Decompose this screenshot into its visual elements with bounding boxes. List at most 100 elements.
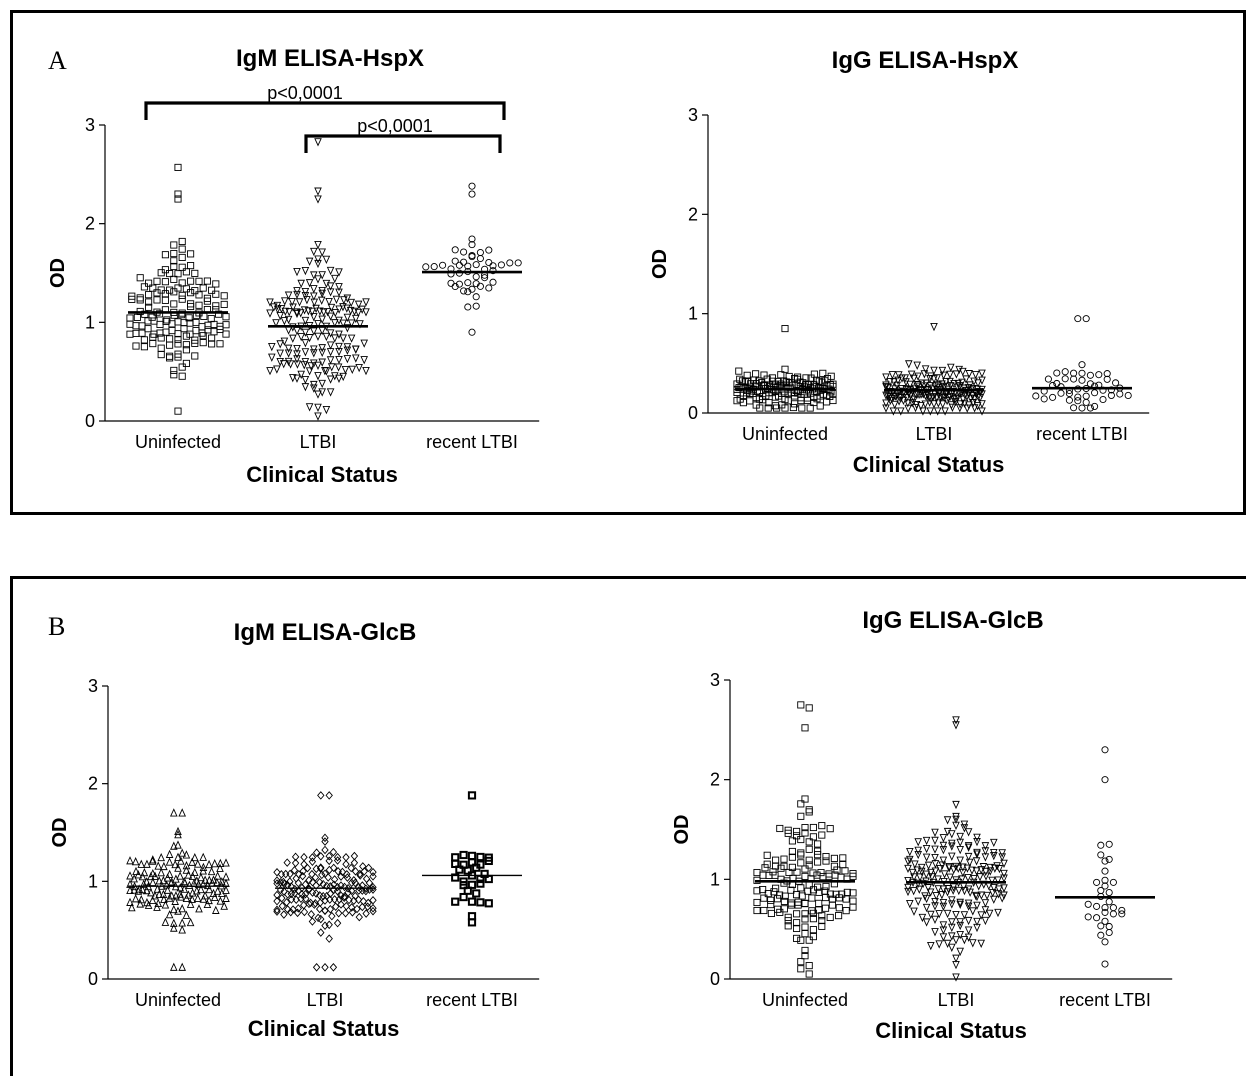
data-point (335, 283, 343, 292)
data-point (190, 867, 199, 877)
data-point (1053, 369, 1061, 377)
data-point (188, 894, 196, 903)
data-point (838, 890, 846, 898)
data-point (286, 869, 294, 879)
data-point (913, 361, 922, 370)
data-point (300, 907, 309, 917)
data-point (199, 862, 208, 872)
data-point (182, 332, 190, 340)
data-point (326, 266, 335, 276)
data-point (801, 865, 809, 873)
data-point (910, 374, 918, 383)
data-point (327, 303, 336, 313)
data-point (793, 827, 801, 835)
data-point (210, 320, 218, 328)
data-point (192, 318, 200, 327)
data-point (977, 891, 986, 900)
data-point (896, 407, 905, 416)
data-point (1061, 368, 1069, 376)
data-point (193, 893, 202, 903)
data-point (882, 399, 890, 408)
data-point (905, 899, 914, 909)
data-point (889, 407, 898, 416)
series-1-points (882, 323, 986, 416)
y-tick-label: 0 (688, 403, 698, 423)
data-point (216, 340, 224, 348)
data-point (335, 288, 343, 297)
data-point (805, 936, 813, 944)
data-point (199, 852, 208, 861)
y-tick-label: 3 (85, 115, 95, 135)
data-point (222, 858, 230, 867)
data-point (826, 825, 834, 833)
data-point (756, 404, 764, 412)
data-point (325, 791, 333, 800)
data-point (1086, 404, 1094, 412)
data-point (988, 889, 997, 898)
data-point (285, 308, 294, 317)
data-point (220, 901, 229, 910)
data-point (182, 268, 190, 276)
data-point (1101, 857, 1109, 865)
data-point (212, 280, 220, 288)
data-point (447, 279, 455, 287)
data-point (340, 296, 348, 305)
chart-title: IgM ELISA-GlcB (234, 619, 417, 646)
data-point (886, 378, 894, 387)
data-point (300, 852, 308, 862)
data-point (335, 330, 343, 339)
data-point (174, 270, 182, 278)
data-point (939, 921, 948, 930)
data-point (293, 360, 302, 369)
data-point (300, 361, 309, 370)
data-point (174, 852, 182, 861)
data-point (203, 277, 211, 285)
data-point (1101, 876, 1109, 884)
data-point (293, 355, 301, 364)
data-point (830, 854, 838, 862)
data-point (182, 341, 190, 349)
data-point (301, 316, 310, 326)
data-point (981, 853, 990, 862)
data-point (185, 880, 194, 889)
data-point (126, 330, 134, 338)
data-point (981, 867, 990, 877)
data-point (165, 893, 174, 902)
data-point (1074, 393, 1082, 401)
data-point (986, 867, 995, 876)
data-point (977, 939, 986, 948)
chart-title: IgM ELISA-HspX (236, 45, 424, 72)
data-point (222, 313, 230, 321)
data-point (962, 375, 970, 384)
data-point (132, 342, 140, 350)
data-point (187, 262, 195, 270)
data-point (293, 344, 301, 354)
x-category-label: Uninfected (135, 432, 221, 452)
data-point (797, 812, 805, 820)
data-point (484, 899, 493, 908)
data-point (326, 889, 335, 898)
data-point (309, 292, 318, 301)
data-point (308, 307, 317, 317)
data-point (369, 872, 377, 881)
data-point (314, 390, 322, 399)
data-point (803, 396, 811, 405)
data-point (190, 852, 199, 862)
data-point (321, 845, 329, 855)
data-point (364, 863, 373, 873)
significance-bracket (304, 134, 502, 153)
data-point (904, 857, 912, 866)
data-point (199, 879, 207, 888)
data-point (978, 407, 986, 416)
data-point (166, 335, 174, 343)
y-tick-label: 3 (88, 676, 98, 696)
data-point (797, 835, 805, 844)
data-point (314, 913, 322, 923)
data-point (169, 841, 178, 850)
data-point (1078, 369, 1086, 377)
data-point (973, 833, 981, 842)
data-point (182, 359, 190, 367)
data-point (793, 832, 801, 840)
data-point (1093, 902, 1101, 910)
data-point (1101, 908, 1109, 916)
